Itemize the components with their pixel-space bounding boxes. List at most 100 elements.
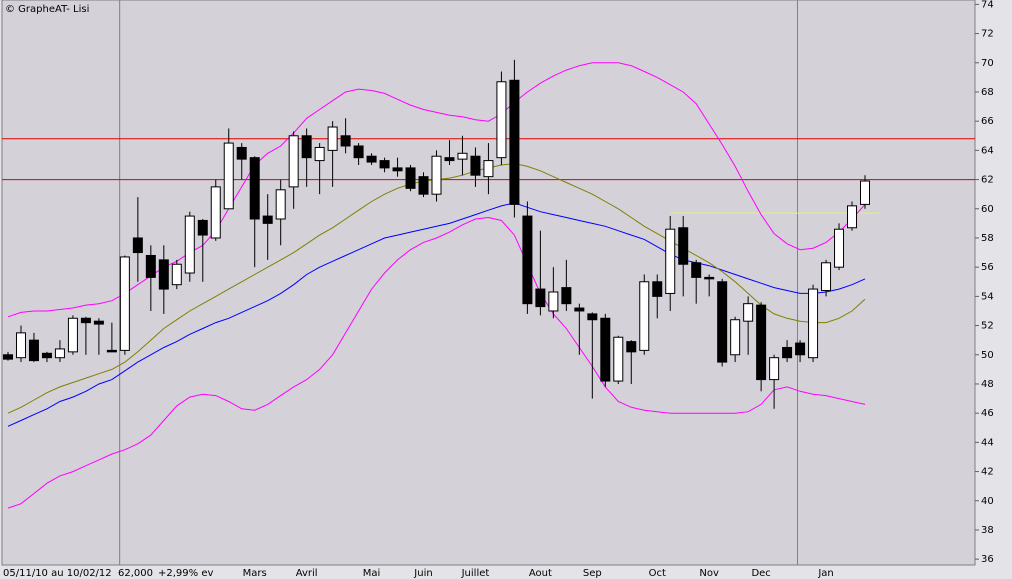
candle-body [405,167,416,189]
candle-body [288,135,299,188]
x-tick-label: Jan [817,568,833,579]
y-tick-label: 50 [981,350,994,361]
candle-body [522,215,533,305]
candle-body [197,219,208,236]
candle-body [379,160,390,169]
y-tick-label: 36 [981,554,994,565]
candle-body [756,304,767,381]
candle-body [275,189,286,220]
indicator-line [7,216,866,509]
candle-body [574,307,585,312]
y-tick-label: 44 [981,437,994,448]
y-tick-label: 70 [981,58,994,69]
candle-body [210,186,221,239]
y-tick-label: 66 [981,116,994,127]
candle-body [41,352,52,359]
candle-body [28,339,39,362]
candle-body [418,176,429,195]
candle-body [535,288,546,308]
candle-body [665,228,676,294]
x-tick-label: Juin [413,568,432,579]
x-tick-label: Avril [296,568,318,579]
candle-body [93,320,104,325]
candle-body [600,317,611,382]
candle-body [470,155,481,176]
x-tick-label: Sep [583,568,602,579]
candle-body [678,227,689,265]
candle-body [262,215,273,224]
candle-body [626,341,637,353]
x-tick-label: Aout [529,568,552,579]
candle-body [54,348,65,359]
candle-body [561,287,572,305]
candle-body [184,215,195,274]
chart-title: © GrapheAT- Lisi [5,4,89,15]
candle-body [613,336,624,382]
candle-body [15,332,26,359]
y-tick-label: 64 [981,145,994,156]
candle-body [743,303,754,322]
candle-body [158,259,169,290]
last-price: 62,000 [118,568,153,579]
candle-body [171,263,182,286]
x-tick-label: Nov [699,568,719,579]
y-tick-label: 54 [981,291,994,302]
candle-body [301,135,312,159]
candle-body [132,237,143,254]
candle-body [236,146,247,160]
x-tick-label: Juillet [461,568,490,579]
candle-body [119,256,130,351]
y-tick-label: 46 [981,408,994,419]
candle-body [106,349,117,353]
candle-body [223,142,234,210]
candle-body [548,291,559,312]
candle-body [366,155,377,163]
y-tick-label: 68 [981,87,994,98]
y-tick-label: 38 [981,525,994,536]
x-tick-label: Oct [649,568,666,579]
candle-body [717,281,728,363]
indicator-line [7,202,866,427]
candle-body [782,346,793,359]
candle-body [483,160,494,178]
y-tick-label: 56 [981,262,994,273]
candle-body [392,167,403,172]
y-tick-label: 62 [981,175,994,186]
y-tick-label: 40 [981,496,994,507]
candle-body [834,228,845,268]
y-tick-label: 52 [981,321,994,332]
candle-body [795,342,806,356]
x-tick-label: Mars [243,568,267,579]
candle-body [509,79,520,205]
candle-body [691,262,702,278]
candle-body [145,254,156,278]
candle-body [431,155,442,195]
y-tick-label: 58 [981,233,994,244]
candle-body [340,135,351,147]
candle-body [327,126,338,151]
candle-body [457,152,468,160]
change: +2,99% ev [158,568,213,579]
candle-body [769,357,780,381]
candle-body [67,317,78,353]
y-tick-label: 74 [981,0,994,10]
candle-body [704,276,715,280]
candle-body [444,157,455,162]
y-tick-label: 48 [981,379,994,390]
date-range: 05/11/10 au 10/02/12 [3,568,112,579]
candle-body [353,145,364,159]
candle-body [249,157,260,220]
candle-body [730,319,741,356]
y-tick-label: 60 [981,204,994,215]
candle-body [587,313,598,321]
y-tick-label: 42 [981,467,994,478]
candle-body [496,81,507,159]
candle-body [314,146,325,162]
candle-body [860,180,870,205]
y-tick-label: 72 [981,29,994,40]
candle-body [808,288,819,359]
candle-body [639,281,650,351]
candle-body [80,317,91,324]
